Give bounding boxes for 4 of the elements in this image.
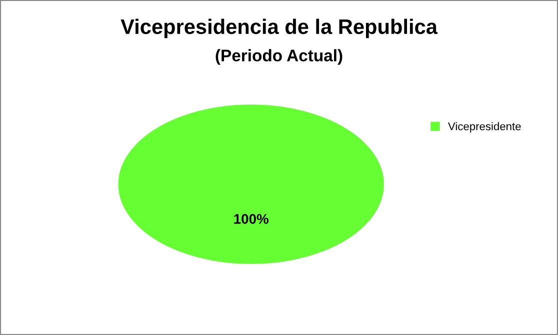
data-label: 100%	[234, 214, 268, 224]
chart-subtitle: (Periodo Actual)	[216, 49, 342, 65]
legend-label: Vicepresidente	[448, 122, 521, 132]
chart-title: Vicepresidencia de la Republica	[120, 18, 438, 38]
